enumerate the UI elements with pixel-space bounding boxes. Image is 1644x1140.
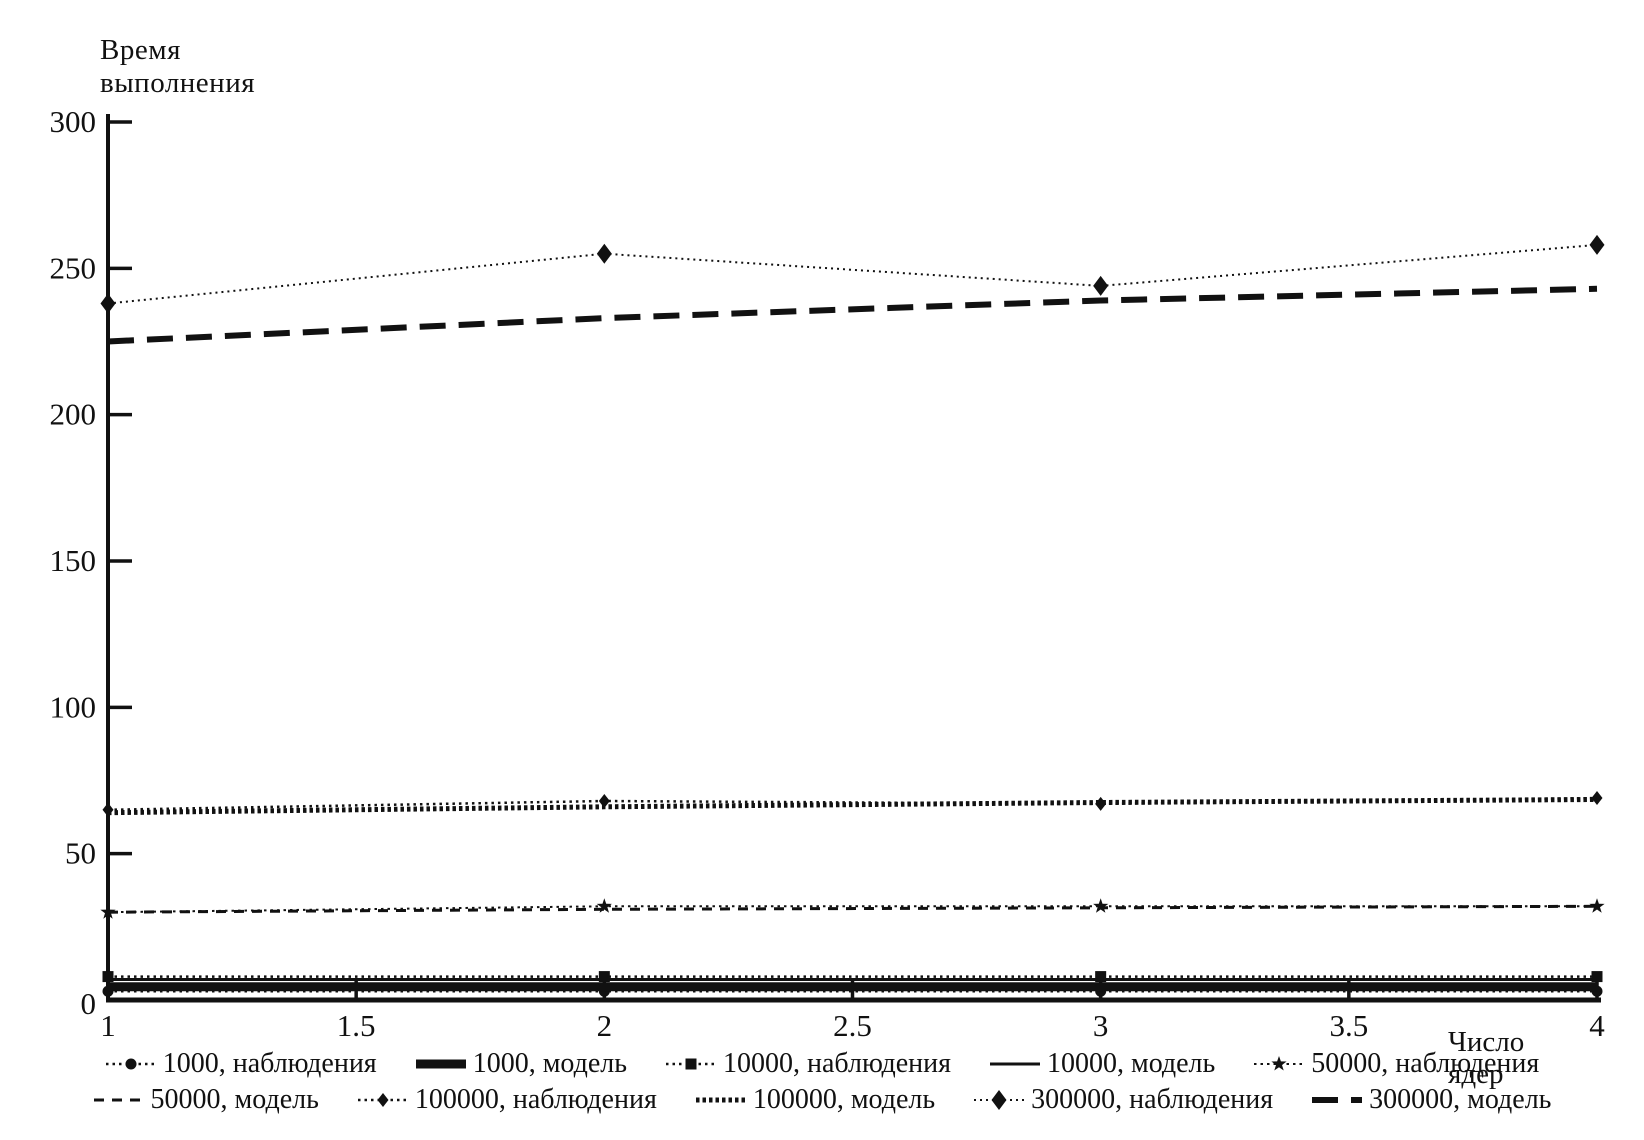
series-marker-circle	[125, 1058, 137, 1070]
x-tick-label: 3.5	[1329, 1008, 1368, 1043]
series-marker-star	[1589, 898, 1605, 913]
legend-item: 300000, наблюдения	[973, 1084, 1273, 1116]
series-marker-square	[102, 971, 114, 983]
y-tick-label: 100	[50, 689, 97, 724]
legend-sample-long-dashed-icon	[1312, 1097, 1363, 1103]
series-marker-diamond-small	[102, 802, 114, 817]
legend-item: 10000, модель	[989, 1048, 1215, 1080]
legend-item: 100000, модель	[695, 1084, 935, 1116]
legend-label: 50000, модель	[150, 1084, 319, 1115]
series-marker-diamond-small	[1591, 791, 1603, 806]
y-tick-label: 250	[50, 250, 97, 285]
x-tick-label: 2	[597, 1008, 613, 1043]
series-marker-diamond	[100, 293, 116, 314]
legend-item: 50000, наблюдения	[1253, 1048, 1539, 1080]
series-marker-diamond	[1093, 275, 1109, 296]
legend-sample-dotted-square-icon	[666, 1058, 717, 1070]
series-marker-star	[1271, 1056, 1287, 1071]
x-tick-label: 1	[100, 1008, 116, 1043]
series-marker-square	[1591, 971, 1603, 983]
y-axis-title-line1: Время	[100, 34, 181, 66]
legend-item: 1000, модель	[415, 1048, 627, 1080]
series-marker-star	[596, 898, 612, 913]
x-axis-title-line1: Число	[1448, 1026, 1525, 1058]
legend-label: 10000, наблюдения	[723, 1048, 951, 1079]
legend-sample-fine-dotted-diamond-icon	[974, 1090, 1025, 1110]
series-marker-square	[598, 971, 610, 983]
series-line	[107, 905, 1597, 914]
y-tick-label: 0	[81, 986, 97, 1021]
legend-label: 1000, модель	[472, 1048, 628, 1079]
legend-sample-solid-icon	[989, 1062, 1040, 1066]
series-line	[107, 285, 1598, 345]
series-marker-square	[685, 1058, 697, 1070]
legend-item: 1000, наблюдения	[105, 1048, 377, 1080]
legend-sample-dotted-star-icon	[1254, 1056, 1305, 1071]
series-marker-diamond-small	[377, 1093, 389, 1107]
series-marker-diamond	[1589, 234, 1605, 255]
legend-label: 300000, наблюдения	[1031, 1084, 1274, 1115]
legend-sample-solid-icon	[415, 1059, 466, 1069]
legend-sample-dotted-diamond-small-icon	[357, 1093, 408, 1107]
legend-label: 100000, наблюдения	[414, 1084, 657, 1115]
legend-label: 50000, наблюдения	[1311, 1048, 1540, 1079]
y-tick-label: 300	[50, 104, 97, 139]
legend-item: 50000, модель	[93, 1084, 319, 1116]
legend-sample-dashed-icon	[93, 1098, 144, 1102]
series-line	[107, 904, 1598, 914]
legend-label: 100000, модель	[752, 1084, 936, 1115]
y-tick-label: 150	[50, 543, 97, 578]
legend-label: 300000, модель	[1369, 1084, 1552, 1115]
x-axis-title-line2: ядер	[1448, 1058, 1504, 1091]
legend-item: 300000, модель	[1311, 1084, 1551, 1116]
legend-row: 50000, модель 100000, наблюдения 100000, м…	[93, 1084, 1551, 1116]
legend-row: 1000, наблюдения 1000, модель 10000, наблю…	[105, 1048, 1539, 1080]
y-axis-title-line2: выполнения	[100, 67, 256, 100]
series-line	[107, 797, 1598, 816]
x-tick-label: 1.5	[337, 1008, 376, 1043]
legend-item: 10000, наблюдения	[665, 1048, 951, 1080]
legend-label: 1000, наблюдения	[162, 1048, 377, 1079]
legend-label: 10000, модель	[1046, 1048, 1216, 1079]
series-marker-diamond	[991, 1090, 1007, 1110]
x-tick-label: 2.5	[833, 1008, 872, 1043]
y-tick-label: 200	[50, 397, 97, 432]
legend-sample-dotted-circle-icon	[105, 1058, 156, 1070]
series-marker-star	[1093, 898, 1109, 913]
series-marker-diamond	[596, 243, 612, 264]
legend-item: 100000, наблюдения	[357, 1084, 657, 1116]
legend-sample-dense-dotted-icon	[695, 1097, 746, 1103]
x-axis-title: Число ядер	[1448, 1026, 1524, 1091]
series-line	[107, 796, 1598, 812]
series-marker-square	[1095, 971, 1107, 983]
series-marker-diamond-small	[598, 793, 610, 808]
y-tick-label: 50	[65, 836, 96, 871]
x-tick-label: 4	[1589, 1008, 1605, 1043]
legend: 1000, наблюдения 1000, модель 10000, наблю…	[0, 1048, 1644, 1116]
y-axis-title: Время выполнения	[100, 34, 255, 101]
x-tick-label: 3	[1093, 1008, 1109, 1043]
